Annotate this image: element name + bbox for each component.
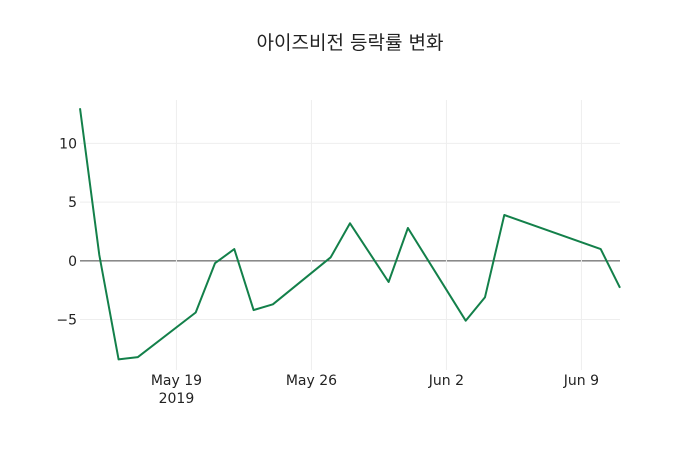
x-tick-label: Jun 2: [428, 373, 464, 389]
y-tick-label: −5: [56, 313, 77, 329]
x-tick-label: May 19: [151, 373, 202, 389]
grid: [80, 100, 620, 370]
y-tick-label: 5: [68, 195, 77, 211]
series: [79, 108, 621, 361]
chart-title: 아이즈비전 등락률 변화: [257, 32, 444, 54]
series-line: [79, 108, 621, 361]
x-axis: May 19 2019 May 26 Jun 2 Jun 9: [151, 373, 599, 407]
x-tick-label: Jun 9: [563, 373, 599, 389]
x-tick-label: May 26: [286, 373, 337, 389]
y-tick-label: 0: [68, 254, 77, 270]
y-axis: 10 5 0 −5: [56, 136, 77, 328]
x-tick-year-label: 2019: [159, 391, 195, 407]
y-tick-label: 10: [59, 136, 77, 152]
